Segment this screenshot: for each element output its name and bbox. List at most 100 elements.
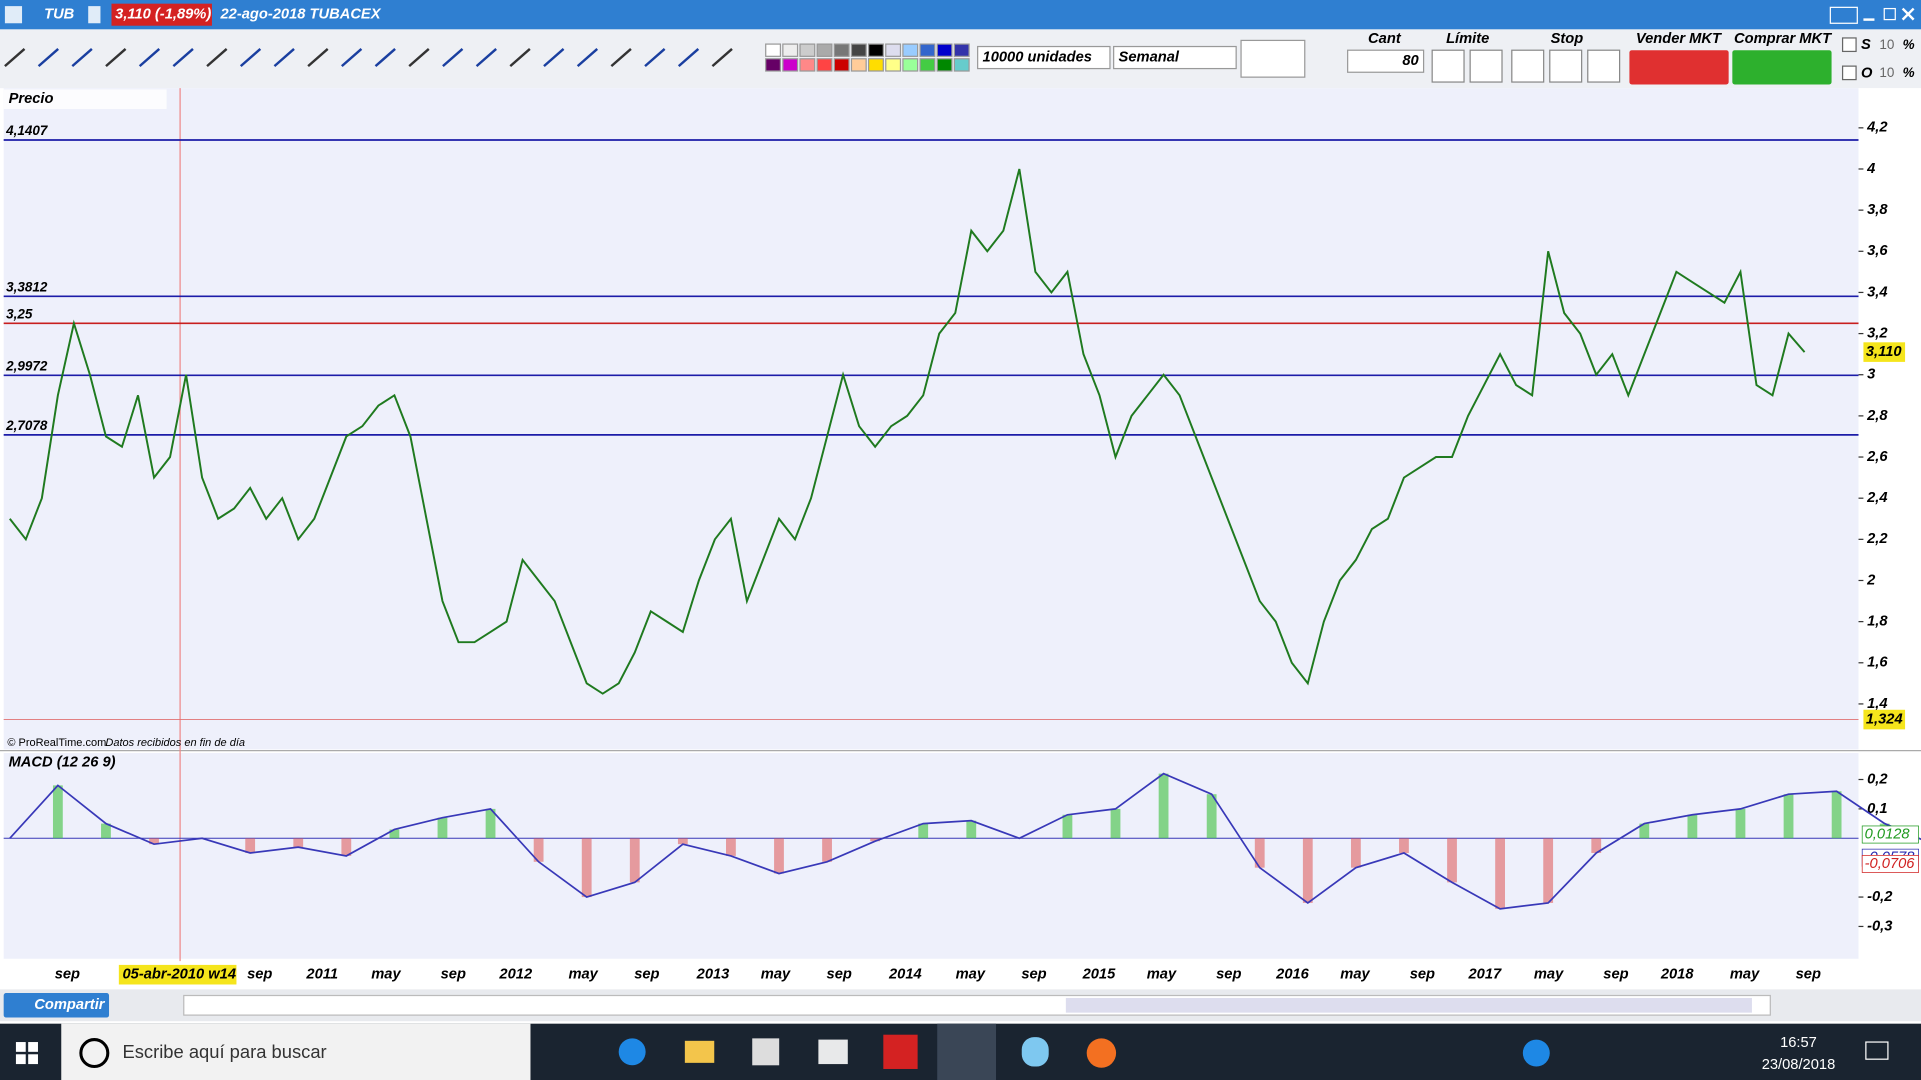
tool-icon[interactable] [475, 48, 497, 68]
color-swatch[interactable] [868, 43, 884, 57]
tool-icon[interactable] [138, 48, 161, 68]
readout-label: 0,0128 [1865, 826, 1911, 842]
tool-icon[interactable] [374, 48, 396, 68]
color-swatch[interactable] [782, 58, 799, 72]
quote-box [111, 3, 212, 26]
o-checkbox[interactable] [1841, 65, 1857, 81]
color-swatch[interactable] [885, 43, 902, 57]
stop-other[interactable] [1587, 49, 1621, 83]
cortana[interactable] [79, 1038, 110, 1069]
color-swatch[interactable] [765, 43, 782, 57]
color-swatch[interactable] [868, 58, 884, 72]
tool-icon[interactable] [206, 48, 228, 68]
limit-buy[interactable] [1431, 49, 1465, 83]
maps-icon[interactable] [1021, 1037, 1049, 1067]
ticker[interactable]: TUB [44, 7, 75, 23]
buy-button[interactable] [1732, 50, 1832, 85]
start-pane [15, 1054, 26, 1065]
color-swatch[interactable] [799, 58, 816, 72]
tool-icon[interactable] [711, 48, 733, 68]
limit-sell[interactable] [1469, 49, 1503, 83]
readout-label: -0,0706 [1865, 856, 1916, 872]
start[interactable] [15, 1042, 26, 1052]
prorealtime-task[interactable] [937, 1023, 997, 1080]
keyboard-icon[interactable] [1829, 6, 1858, 24]
color-swatch[interactable] [953, 43, 970, 57]
period-select[interactable] [1113, 45, 1237, 70]
level-label: 2,9972 [5, 358, 48, 373]
tool-icon[interactable] [37, 48, 60, 68]
macd-bar [1783, 794, 1794, 839]
tool-icon[interactable] [4, 48, 26, 68]
scroll-thumb[interactable] [1065, 997, 1752, 1013]
sell-label: Vender MKT [1636, 31, 1722, 47]
firefox-icon[interactable] [1086, 1038, 1117, 1068]
color-swatch[interactable] [850, 43, 867, 57]
x-tick-label: sep [441, 967, 466, 983]
store-icon[interactable] [752, 1038, 780, 1066]
explorer-icon[interactable] [684, 1040, 715, 1063]
plots: 1,4 1,6 1,8 2 2,2 2,4 2,6 2,8 3 3,2 3,4 3,6 3,8 4 4,2 4… [3, 120, 1921, 934]
low-box [1863, 709, 1906, 730]
tool-icon[interactable] [644, 48, 666, 68]
color-swatch[interactable] [782, 43, 799, 57]
tool-icon[interactable] [543, 48, 565, 68]
color-swatch[interactable] [816, 43, 833, 57]
macd-panel [3, 753, 1859, 959]
color-swatch[interactable] [765, 58, 782, 72]
y-tick-label: 1,8 [1867, 614, 1888, 630]
macd-bar [245, 838, 256, 853]
color-swatch[interactable] [919, 58, 936, 72]
x-tick-label: sep [55, 967, 80, 983]
tool-icon[interactable] [341, 48, 363, 68]
s-checkbox[interactable] [1841, 37, 1857, 53]
stop-sell[interactable] [1549, 49, 1583, 83]
stop-buy[interactable] [1511, 49, 1545, 83]
color-swatch[interactable] [816, 58, 833, 72]
search-box[interactable] [61, 1023, 531, 1080]
edge-icon[interactable] [618, 1038, 646, 1066]
color-swatch[interactable] [833, 43, 850, 57]
color-swatch[interactable] [799, 43, 816, 57]
tool-icon[interactable] [71, 48, 93, 68]
info-icon[interactable] [88, 6, 101, 24]
color-swatch[interactable] [953, 58, 970, 72]
buy-label: Comprar MKT [1734, 31, 1832, 47]
dropbox-icon[interactable] [818, 1039, 848, 1065]
x-tick-label: 2016 [1275, 967, 1310, 983]
color-swatch[interactable] [919, 43, 936, 57]
chart-style[interactable] [1240, 39, 1306, 78]
tool-icon[interactable] [442, 48, 464, 68]
tool-icon[interactable] [408, 48, 430, 68]
color-swatch[interactable] [833, 58, 850, 72]
tool-icon[interactable] [610, 48, 632, 68]
x-tick-label: sep [1216, 967, 1241, 983]
color-swatch[interactable] [936, 43, 953, 57]
help-icon[interactable] [1522, 1039, 1550, 1067]
notifications[interactable] [1865, 1041, 1889, 1060]
restore[interactable] [1883, 7, 1896, 21]
color-swatch[interactable] [850, 58, 867, 72]
color-swatch[interactable] [902, 43, 919, 57]
tool-icon[interactable] [105, 48, 127, 68]
macd-line [9, 772, 1921, 910]
limit-label: Límite [1446, 31, 1489, 47]
tool-icon[interactable] [677, 48, 700, 68]
tool-icon[interactable] [172, 48, 194, 68]
tool-icon[interactable] [239, 48, 262, 68]
cant-value: 80 [1402, 53, 1419, 69]
x-tick-label: 2018 [1660, 967, 1695, 983]
tool-icon[interactable] [307, 48, 329, 68]
tool-icon[interactable] [273, 48, 295, 68]
color-swatch[interactable] [936, 58, 953, 72]
sell-button[interactable] [1629, 50, 1729, 85]
fxpro-icon[interactable] [883, 1034, 918, 1069]
share-button[interactable] [3, 993, 110, 1018]
color-swatch[interactable] [902, 58, 919, 72]
tool-icon[interactable] [576, 48, 599, 68]
cant-input[interactable] [1347, 49, 1425, 73]
units-select[interactable] [977, 45, 1111, 70]
close[interactable] [1901, 7, 1915, 21]
color-swatch[interactable] [885, 58, 902, 72]
tool-icon[interactable] [509, 48, 531, 68]
